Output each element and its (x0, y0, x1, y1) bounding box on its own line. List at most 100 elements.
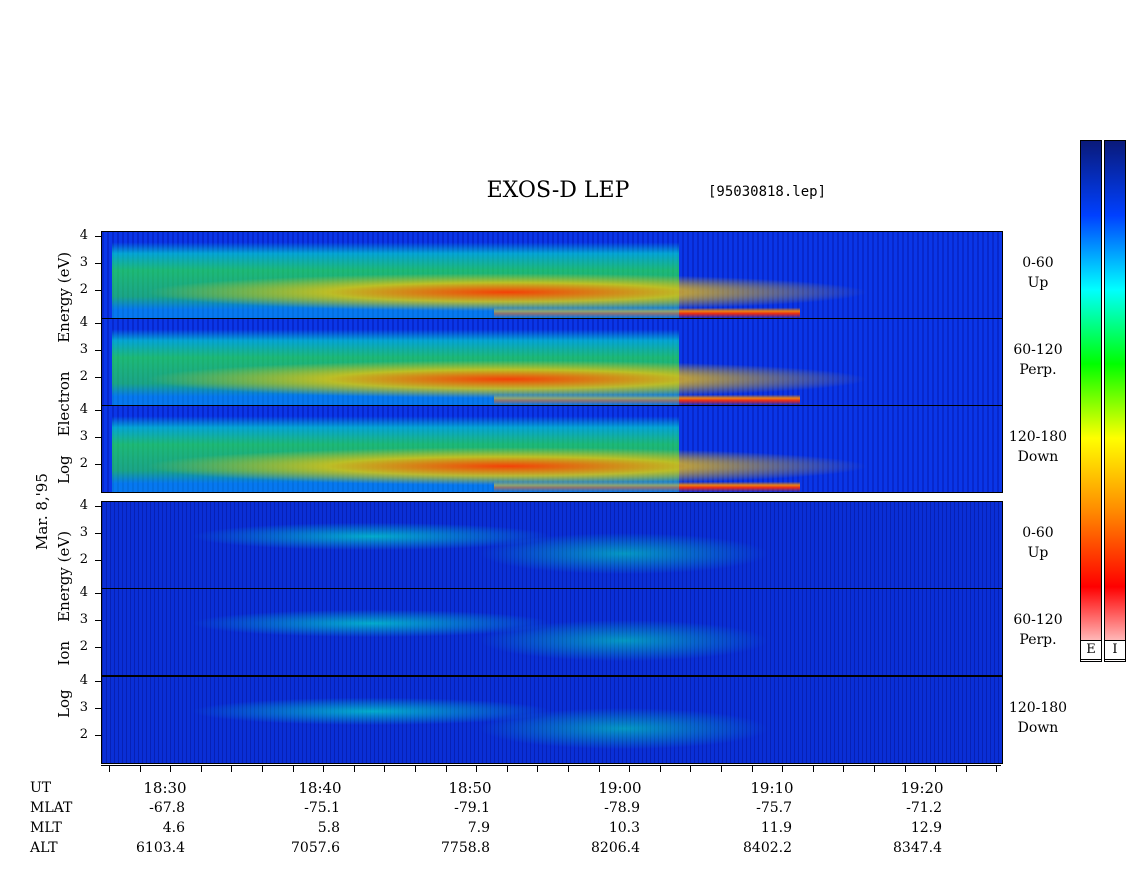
alt-label: ALT (30, 840, 58, 856)
channel-range: 120-180 (1008, 700, 1068, 716)
y-tick (95, 560, 101, 562)
file-tag: [95030818.lep] (708, 184, 827, 200)
channel-label: 60-120 Perp. (1008, 610, 1068, 650)
date-label: Mar. 8,'95 (33, 473, 51, 550)
y-tick (95, 735, 101, 737)
chart-title: EXOS-D LEP (486, 178, 630, 203)
x-minor-tick (476, 765, 477, 772)
y-tick (95, 681, 101, 683)
channel-direction: Up (1027, 545, 1049, 561)
mlt-value: 7.9 (467, 820, 490, 836)
x-minor-tick (201, 765, 202, 772)
mlat-value: -78.9 (604, 800, 640, 816)
x-minor-tick (782, 765, 783, 772)
y-tick (95, 620, 101, 622)
y-tick (95, 263, 101, 265)
y-tick (95, 506, 101, 508)
x-minor-tick (109, 765, 110, 772)
y-tick (95, 533, 101, 535)
spectrogram-electron-up (101, 231, 1003, 319)
y-tick-label: 3 (79, 429, 88, 445)
y-tick (95, 377, 101, 379)
mlat-value: -75.1 (304, 800, 340, 816)
electron-ylabel: Log Electron Energy (eV) (55, 252, 73, 484)
y-tick (95, 350, 101, 352)
x-minor-tick (262, 765, 263, 772)
y-tick-label: 3 (79, 700, 88, 716)
mlat-value: -75.7 (756, 800, 792, 816)
y-tick-label: 4 (79, 585, 88, 601)
mlat-value: -67.8 (149, 800, 185, 816)
x-minor-tick (690, 765, 691, 772)
mlt-value: 5.8 (317, 820, 340, 836)
channel-range: 0-60 (1022, 525, 1054, 541)
alt-value: 8402.2 (743, 840, 792, 856)
mlat-value: -79.1 (454, 800, 490, 816)
x-minor-tick (293, 765, 294, 772)
y-tick-label: 2 (79, 727, 88, 743)
y-tick (95, 437, 101, 439)
x-minor-tick (935, 765, 936, 772)
x-minor-tick (752, 765, 753, 772)
channel-label: 0-60 Up (1008, 523, 1068, 563)
alt-value: 7057.6 (291, 840, 340, 856)
y-tick-label: 4 (79, 228, 88, 244)
channel-direction: Perp. (1019, 362, 1057, 378)
channel-label: 120-180 Down (1008, 427, 1068, 467)
alt-value: 7758.8 (441, 840, 490, 856)
x-tick-label: 18:30 (143, 779, 187, 797)
alt-value: 8206.4 (591, 840, 640, 856)
y-tick-label: 2 (79, 282, 88, 298)
x-tick-label: 19:20 (900, 779, 944, 797)
spectrogram-electron-perp (101, 318, 1003, 406)
mlt-value: 11.9 (760, 820, 792, 836)
channel-label: 60-120 Perp. (1008, 340, 1068, 380)
y-tick (95, 236, 101, 238)
x-minor-tick (629, 765, 630, 772)
y-tick (95, 464, 101, 466)
x-minor-tick (843, 765, 844, 772)
electron-ylabel-unit: (eV) (55, 251, 73, 284)
y-tick-label: 3 (79, 612, 88, 628)
x-minor-tick (415, 765, 416, 772)
mlat-label: MLAT (30, 800, 73, 816)
channel-label: 0-60 Up (1008, 253, 1068, 293)
y-tick-label: 4 (79, 673, 88, 689)
alt-value: 8347.4 (893, 840, 942, 856)
y-tick (95, 593, 101, 595)
y-tick-label: 4 (79, 402, 88, 418)
x-tick-label: 19:10 (750, 779, 794, 797)
x-minor-tick (231, 765, 232, 772)
x-minor-tick (170, 765, 171, 772)
ut-label: UT (30, 780, 52, 796)
electron-ylabel-log: Log (55, 455, 73, 484)
x-minor-tick (813, 765, 814, 772)
y-tick-label: 2 (79, 552, 88, 568)
spectrogram-electron-down (101, 405, 1003, 493)
y-tick-label: 4 (79, 315, 88, 331)
channel-direction: Up (1027, 275, 1049, 291)
x-minor-tick (446, 765, 447, 772)
ion-ylabel-log: Log (55, 689, 73, 718)
x-minor-tick (721, 765, 722, 772)
mlat-value: -71.2 (906, 800, 942, 816)
y-tick-label: 3 (79, 255, 88, 271)
electron-ylabel-species: Electron (55, 371, 73, 437)
y-tick (95, 410, 101, 412)
x-minor-tick (140, 765, 141, 772)
y-tick-label: 2 (79, 369, 88, 385)
alt-value: 6103.4 (136, 840, 185, 856)
x-minor-tick (323, 765, 324, 772)
channel-direction: Perp. (1019, 632, 1057, 648)
mlt-value: 4.6 (162, 820, 185, 836)
colorbar-electron (1080, 140, 1102, 662)
y-tick (95, 323, 101, 325)
mlt-value: 12.9 (910, 820, 942, 836)
ion-ylabel-energy: Energy (55, 567, 73, 622)
channel-direction: Down (1017, 720, 1059, 736)
x-minor-tick (966, 765, 967, 772)
mlt-label: MLT (30, 820, 62, 836)
x-minor-tick (905, 765, 906, 772)
x-minor-tick (599, 765, 600, 772)
x-tick-label: 19:00 (598, 779, 642, 797)
